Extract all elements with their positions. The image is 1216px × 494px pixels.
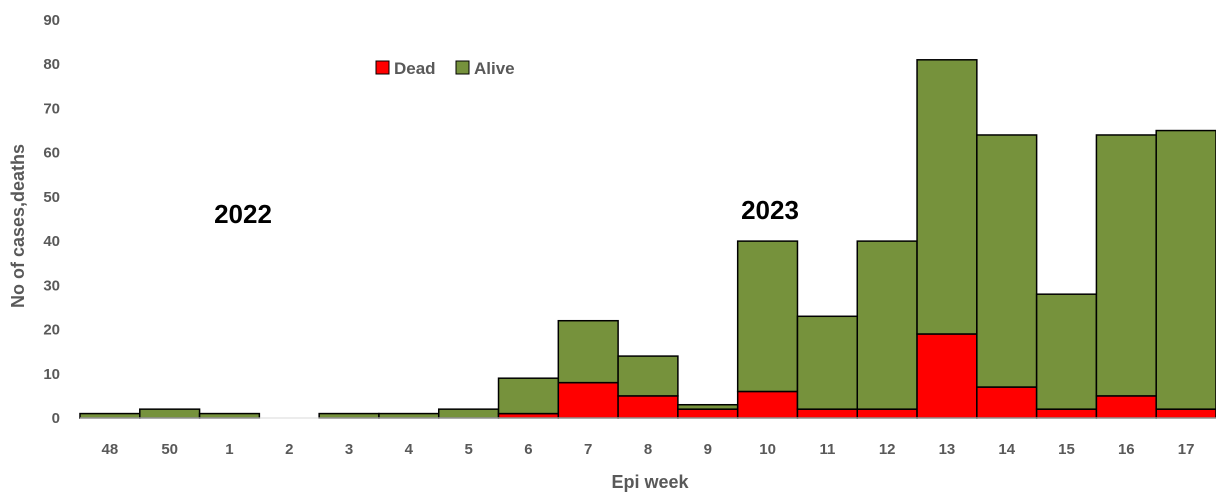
y-tick-label: 70 (43, 100, 60, 117)
bar-dead-week-11 (796, 408, 859, 419)
y-tick-label: 50 (43, 189, 60, 206)
bar-alive-week-17 (1155, 129, 1216, 410)
x-tick-label: 8 (644, 441, 652, 458)
bar-alive-week-7 (557, 319, 619, 384)
x-axis-ticks: 48 50 1 2 3 4 5 6 7 8 9 10 11 12 13 14 15 16 17 (102, 441, 1195, 458)
bar-alive-week-1 (198, 412, 261, 419)
bar-alive-week-12 (856, 240, 918, 410)
x-tick-label: 15 (1058, 441, 1075, 458)
y-tick-label: 20 (43, 322, 60, 339)
x-tick-label: 4 (405, 441, 414, 458)
bar-dead-week-12 (856, 408, 918, 419)
x-tick-label: 13 (939, 441, 956, 458)
bar-alive-week-8 (617, 355, 679, 397)
bar-dead-week-17 (1155, 408, 1216, 419)
x-tick-label: 6 (524, 441, 532, 458)
legend-swatch-dead (375, 60, 390, 75)
bar-alive-week-3 (318, 412, 380, 419)
y-tick-label: 30 (43, 277, 60, 294)
x-tick-label: 3 (345, 441, 353, 458)
bar-alive-week-50 (139, 408, 201, 419)
bar-alive-week-4 (378, 412, 440, 419)
bar-dead-week-8 (617, 395, 679, 419)
bar-alive-week-5 (437, 408, 500, 419)
annotation-year-2023: 2023 (741, 195, 799, 225)
x-tick-label: 2 (285, 441, 293, 458)
legend-label-dead: Dead (394, 59, 436, 78)
bar-dead-week-10 (736, 390, 799, 419)
bar-dead-week-13 (916, 333, 978, 419)
x-tick-label: 12 (879, 441, 896, 458)
bar-alive-week-13 (916, 59, 978, 335)
y-tick-label: 10 (43, 366, 60, 383)
bar-alive-week-14 (976, 134, 1038, 388)
y-tick-label: 40 (43, 233, 60, 250)
x-tick-label: 17 (1178, 441, 1195, 458)
legend: Dead Alive (375, 59, 515, 78)
bar-dead-week-9 (677, 408, 739, 419)
bar-alive-week-6 (497, 377, 560, 415)
bar-alive-week-16 (1095, 134, 1157, 397)
y-axis-title: No of cases,deaths (8, 144, 28, 308)
x-axis-title: Epi week (611, 472, 689, 492)
y-tick-label: 0 (52, 410, 60, 427)
x-tick-label: 50 (161, 441, 178, 458)
bar-dead-week-7 (557, 381, 619, 419)
bar-alive-week-11 (796, 315, 859, 410)
bar-dead-week-16 (1095, 395, 1157, 419)
x-tick-label: 16 (1118, 441, 1135, 458)
x-tick-label: 5 (464, 441, 472, 458)
y-tick-label: 80 (43, 56, 60, 73)
bar-dead-week-15 (1035, 408, 1098, 419)
x-tick-label: 9 (704, 441, 712, 458)
bar-alive-week-15 (1035, 293, 1098, 410)
x-tick-label: 14 (998, 441, 1015, 458)
annotation-year-2022: 2022 (214, 199, 272, 229)
bar-alive-week-9 (677, 403, 739, 410)
bar-dead-week-14 (976, 386, 1038, 419)
y-tick-label: 90 (43, 12, 60, 29)
x-tick-label: 11 (819, 441, 835, 458)
legend-label-alive: Alive (474, 59, 515, 78)
legend-swatch-alive (455, 60, 470, 75)
y-axis-ticks: 0 10 20 30 40 50 60 70 80 90 (43, 12, 60, 427)
x-tick-label: 7 (584, 441, 592, 458)
x-tick-label: 10 (759, 441, 776, 458)
y-tick-label: 60 (43, 145, 60, 162)
bars (79, 59, 1216, 419)
x-tick-label: 48 (102, 441, 119, 458)
bar-alive-week-10 (736, 240, 799, 393)
bar-alive-week-48 (79, 412, 141, 419)
x-tick-label: 1 (225, 441, 233, 458)
